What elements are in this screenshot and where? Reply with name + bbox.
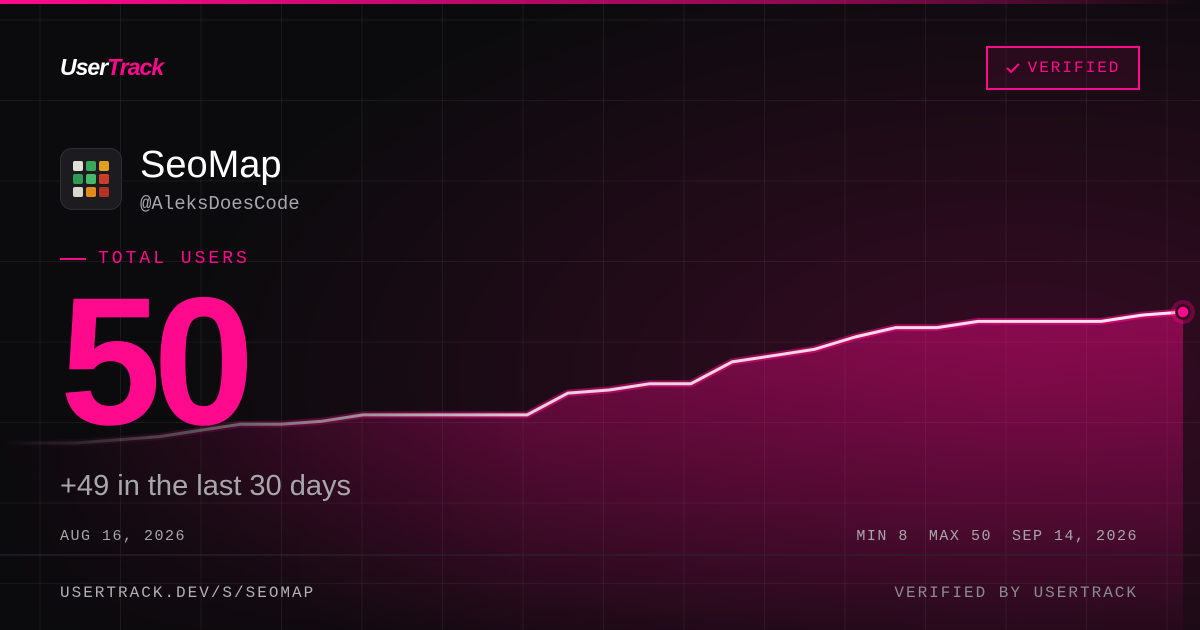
stat-label: MAX	[928, 528, 961, 545]
footer-verified: VERIFIED BY USERTRACK	[894, 584, 1138, 602]
top-accent	[0, 0, 1200, 4]
stat-value: 50	[970, 528, 992, 545]
app-icon	[60, 148, 122, 210]
line	[0, 310, 1184, 445]
badge-text: VERIFIED	[1027, 59, 1121, 77]
app-name: SeoMap	[140, 144, 282, 186]
stat-value: 8	[898, 528, 909, 545]
end-dot	[1175, 304, 1191, 320]
metric-label: TOTAL USERS	[60, 249, 250, 269]
stat-label: MIN	[856, 528, 888, 545]
metric-delta: +49 in the last 30 days	[60, 470, 352, 502]
metric-label-text: TOTAL USERS	[98, 249, 250, 269]
footer-url[interactable]: USERTRACK.DEV/S/SEOMAP	[60, 584, 316, 602]
stats: MIN 8 MAX 50 SEP 14, 2026	[856, 528, 1138, 545]
check-icon	[1005, 63, 1020, 74]
start-date: AUG 16, 2026	[60, 528, 187, 545]
plot	[0, 308, 1184, 630]
logo: UserTrack	[60, 54, 164, 81]
area	[0, 312, 1183, 630]
metric-value: 50	[60, 259, 254, 463]
end-date: SEP 14, 2026	[1011, 528, 1138, 545]
logo-part: User	[60, 54, 108, 80]
app-icon-grid	[73, 161, 109, 197]
stat: MIN 8	[856, 528, 909, 545]
verified-badge: VERIFIED	[986, 46, 1140, 90]
app-handle: @AleksDoesCode	[140, 193, 300, 215]
stat: MAX 50	[929, 528, 992, 545]
logo-part: Track	[107, 54, 164, 80]
